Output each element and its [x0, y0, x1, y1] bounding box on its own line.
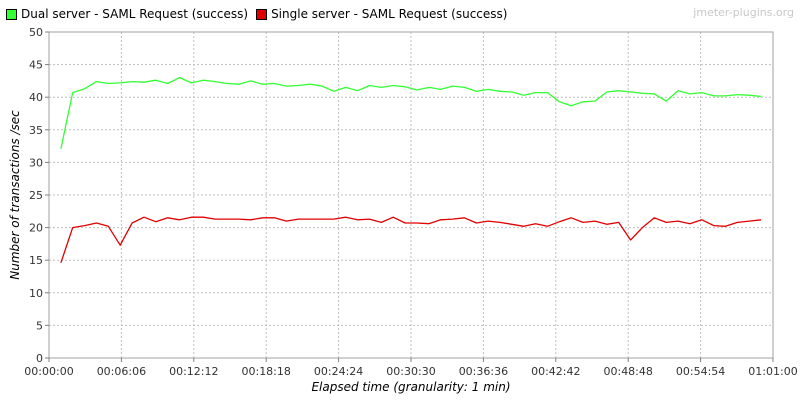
legend-item-single: Single server - SAML Request (success) [256, 7, 507, 21]
x-tick-label: 00:00:00 [24, 365, 73, 378]
x-tick-label: 00:54:54 [676, 365, 725, 378]
legend-label-single: Single server - SAML Request (success) [271, 7, 508, 21]
x-tick-label: 00:24:24 [314, 365, 363, 378]
series-line-single [60, 216, 762, 264]
series-line-dual [60, 76, 762, 149]
legend: Dual server - SAML Request (success) Sin… [6, 7, 515, 21]
y-tick-label: 20 [29, 222, 43, 235]
watermark: jmeter-plugins.org [693, 6, 794, 19]
y-tick-label: 15 [29, 254, 43, 267]
series-group [60, 76, 762, 264]
y-axis-label: Number of transactions /sec [8, 110, 22, 280]
y-tick-label: 40 [29, 91, 43, 104]
legend-swatch-single [256, 8, 268, 20]
x-tick-label: 00:18:18 [241, 365, 290, 378]
x-tick-label: 00:12:12 [169, 365, 218, 378]
y-tick-label: 35 [29, 124, 43, 137]
x-tick-label: 00:36:36 [459, 365, 508, 378]
y-tick-label: 45 [29, 59, 43, 72]
legend-swatch-dual [6, 8, 17, 20]
grid [49, 32, 773, 358]
x-axis: 00:00:00 00:06:06 00:12:12 00:18:18 00:24:24… [24, 358, 798, 378]
y-axis: 0 5 10 15 20 25 30 35 40 45 50 [29, 26, 49, 365]
x-tick-label: 00:42:42 [531, 365, 580, 378]
x-tick-label: 00:48:48 [603, 365, 652, 378]
x-tick-label: 00:30:30 [386, 365, 435, 378]
y-tick-label: 50 [29, 26, 43, 39]
x-tick-label: 00:06:06 [97, 365, 146, 378]
x-tick-label: 01:01:00 [748, 365, 797, 378]
y-tick-label: 0 [36, 352, 43, 365]
y-tick-label: 5 [36, 319, 43, 332]
y-tick-label: 10 [29, 287, 43, 300]
x-axis-label: Elapsed time (granularity: 1 min) [311, 380, 510, 394]
y-tick-label: 25 [29, 189, 43, 202]
legend-label-dual: Dual server - SAML Request (success) [21, 7, 249, 21]
legend-item-dual: Dual server - SAML Request (success) [6, 7, 248, 21]
y-tick-label: 30 [29, 156, 43, 169]
